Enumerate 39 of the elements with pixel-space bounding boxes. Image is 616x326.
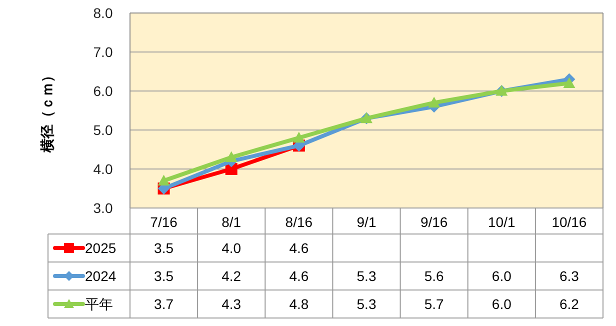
x-tick-label: 10/1 [488, 214, 516, 230]
point [563, 77, 576, 88]
data-label: 6.2 [559, 296, 580, 312]
legend-label: 平年 [85, 296, 113, 312]
data-label: 5.3 [356, 268, 376, 284]
y-tick-label: 5.0 [93, 122, 113, 138]
x-tick-label: 8/16 [285, 214, 313, 230]
data-label: 5.6 [424, 268, 444, 284]
point [292, 132, 305, 143]
x-tick-label: 7/16 [150, 214, 178, 230]
data-label: 4.3 [222, 296, 242, 312]
data-label: 5.3 [356, 296, 376, 312]
legend-label: 2025 [85, 240, 116, 256]
point [225, 151, 238, 162]
point [158, 174, 170, 186]
data-label: 4.2 [222, 268, 242, 284]
x-tick-label: 9/16 [420, 214, 448, 230]
y-tick-label: 7.0 [93, 44, 113, 60]
y-tick-label: 6.0 [93, 83, 113, 99]
y-axis-title: 横径（ｃｍ） [39, 68, 55, 154]
y-tick-label: 3.0 [93, 200, 113, 216]
data-label: 3.7 [154, 296, 174, 312]
data-label: 3.5 [154, 268, 174, 284]
data-label: 6.3 [559, 268, 580, 284]
data-label: 4.0 [222, 240, 242, 256]
data-label: 6.0 [492, 296, 512, 312]
x-tick-label: 10/16 [552, 214, 587, 230]
point [428, 96, 440, 108]
y-tick-label: 8.0 [93, 5, 113, 21]
data-label: 5.7 [424, 296, 444, 312]
data-label: 3.5 [154, 240, 174, 256]
data-label: 4.6 [289, 240, 309, 256]
x-tick-label: 9/1 [356, 214, 376, 230]
data-label: 4.8 [289, 296, 309, 312]
y-tick-label: 4.0 [93, 161, 113, 177]
legend-label: 2024 [85, 268, 116, 284]
data-label: 6.0 [492, 268, 512, 284]
data-label: 4.6 [289, 268, 309, 284]
x-tick-label: 8/1 [222, 214, 242, 230]
